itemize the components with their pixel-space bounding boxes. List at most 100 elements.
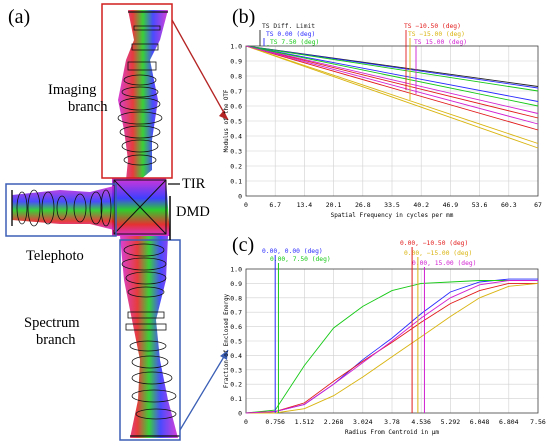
legend-entry: 0.00, 7.50 (deg): [270, 256, 331, 263]
spectrum-branch-box: [119, 239, 181, 441]
plot-frame: [245, 268, 539, 414]
x-tick-label: 46.9: [443, 201, 459, 209]
x-tick-label: 67: [534, 201, 542, 209]
x-tick-label: 33.5: [384, 201, 400, 209]
dmd-label: DMD: [176, 204, 210, 220]
series-line: [245, 45, 539, 92]
imaging-lens-stack: [117, 11, 168, 166]
y-tick-label: 0.4: [230, 352, 242, 360]
series-line: [245, 45, 539, 107]
series-line: [245, 45, 539, 102]
series-line: [245, 45, 539, 149]
panel-b-label: (b): [232, 6, 256, 28]
y-tick-label: 0.8: [230, 73, 242, 81]
y-tick-label: 0.7: [230, 88, 242, 96]
x-tick-label: 13.4: [297, 201, 313, 209]
y-tick-label: 1.0: [230, 43, 242, 51]
legend-entry: 0.00, −15.00 (deg): [404, 250, 472, 257]
y-tick-label: 0: [238, 410, 242, 418]
y-tick-label: 0.1: [230, 178, 242, 186]
telephoto-box: [5, 183, 117, 237]
legend-entry: TS 7.50 (deg): [270, 39, 319, 46]
spectrum-branch-beam: [120, 236, 178, 438]
y-tick-label: 0.9: [230, 280, 242, 288]
y-tick-label: 0.6: [230, 323, 242, 331]
imaging-to-mtf-arrow: [171, 19, 229, 121]
y-tick-label: 0.6: [230, 103, 242, 111]
x-tick-label: 1.512: [295, 418, 315, 426]
x-axis-label: Radius From Centroid in µm: [345, 429, 439, 436]
series-line: [245, 280, 538, 414]
y-tick-label: 0.7: [230, 309, 242, 317]
spectrum-to-energy-arrow: [179, 349, 229, 431]
y-tick-label: 0.2: [230, 381, 242, 389]
x-tick-label: 6.804: [499, 418, 519, 426]
spectrum-branch-label: Spectrum branch: [24, 315, 80, 349]
legend-entry: TS Diff. Limit: [262, 23, 315, 30]
imaging-branch-label: Imaging branch: [48, 82, 107, 116]
x-tick-label: 3.024: [353, 418, 373, 426]
y-tick-label: 0.3: [230, 366, 242, 374]
series-line: [245, 45, 539, 131]
y-tick-label: 0.1: [230, 395, 242, 403]
spectrum-to-energy-arrowhead: [220, 350, 228, 360]
x-tick-label: 3.78: [384, 418, 400, 426]
y-tick-label: 0.9: [230, 58, 242, 66]
x-tick-label: 20.1: [326, 201, 342, 209]
spectrum-lens-stack: [121, 243, 180, 437]
panel-a-label: (a): [8, 6, 31, 28]
series-line: [245, 45, 539, 89]
x-tick-label: 26.8: [355, 201, 371, 209]
y-axis-label: Fraction of Enclosed Energy: [224, 293, 230, 388]
x-tick-label: 2.268: [324, 418, 344, 426]
imaging-branch-label-line1: Imaging: [48, 82, 97, 98]
y-tick-label: 0.4: [230, 133, 242, 141]
imaging-to-mtf-arrowhead: [219, 110, 228, 120]
imaging-branch-label-line2: branch: [68, 99, 108, 115]
x-tick-label: 6.048: [470, 418, 490, 426]
series-line: [245, 282, 538, 414]
series-line: [245, 45, 539, 125]
legend-entry: 0.00, 0.00 (deg): [262, 248, 323, 255]
x-tick-label: 40.2: [413, 201, 429, 209]
spectrum-branch-label-line1: Spectrum: [24, 315, 80, 331]
x-tick-label: 5.292: [441, 418, 461, 426]
y-tick-label: 0.2: [230, 163, 242, 171]
series-line: [245, 45, 539, 144]
y-tick-label: 0.5: [230, 338, 242, 346]
mtf-chart: 0 6.7 13.4 20.1 26.8 33.5 40.2 46.9 53.6 60.3 67 0 0…: [224, 23, 542, 219]
y-tick-label: 0.8: [230, 294, 242, 302]
imaging-branch-box: [101, 3, 173, 179]
series-line: [245, 280, 538, 414]
y-tick-label: 0: [238, 193, 242, 201]
legend-entry: TS −15.00 (deg): [408, 31, 465, 38]
x-tick-label: 0: [244, 201, 248, 209]
x-tick-label: 6.7: [269, 201, 281, 209]
plot-frame: [245, 45, 539, 197]
y-tick-label: 1.0: [230, 266, 242, 274]
y-axis-label: Modulus of the OTF: [224, 89, 230, 152]
series-line: [245, 45, 539, 114]
legend-entry: TS 0.00 (deg): [266, 31, 315, 38]
legend-entry: 0.00, 15.00 (deg): [412, 260, 476, 267]
y-tick-label: 0.5: [230, 118, 242, 126]
legend-entry: TS 15.00 (deg): [414, 39, 467, 46]
legend-entry: 0.00, −10.50 (deg): [400, 240, 468, 247]
y-tick-label: 0.3: [230, 148, 242, 156]
x-tick-label: 53.6: [472, 201, 488, 209]
x-tick-label: 7.56: [530, 418, 546, 426]
legend-entry: TS −10.50 (deg): [404, 23, 461, 30]
enclosed-energy-chart: 0 0.756 1.512 2.268 3.024 3.78 4.536 5.292 6.048…: [224, 240, 546, 436]
panel-c-label: (c): [232, 234, 255, 256]
spectrum-branch-label-line2: branch: [36, 332, 76, 348]
x-tick-label: 0.756: [265, 418, 285, 426]
x-tick-label: 60.3: [501, 201, 517, 209]
x-tick-label: 4.536: [411, 418, 431, 426]
telephoto-label: Telephoto: [26, 248, 84, 264]
telephoto-lens-stack: [11, 189, 112, 227]
series-line: [246, 282, 539, 414]
x-tick-label: 0: [244, 418, 248, 426]
series-line: [245, 45, 539, 119]
optical-layout-diagram: [5, 3, 229, 441]
x-axis-label: Spatial Frequency in cycles per mm: [331, 212, 454, 219]
